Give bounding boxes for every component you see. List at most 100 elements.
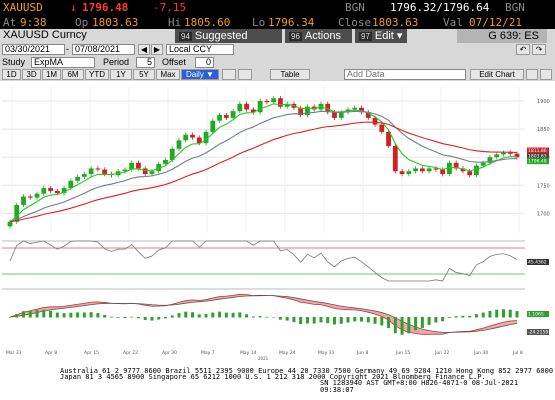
graph-function-label: G 639: ES Graph — [457, 29, 547, 56]
ema-fast-line — [9, 103, 518, 223]
x-tick-label: Apr 30 — [162, 350, 177, 356]
undo-icon[interactable]: ↶ — [516, 44, 530, 55]
candle-body — [392, 145, 398, 172]
candle-body — [278, 98, 283, 107]
period-3d-button[interactable]: 3D — [22, 69, 41, 80]
frequency-select[interactable]: Daily ▼ — [181, 69, 219, 80]
indicator2-label: 1.1065 — [528, 312, 544, 318]
period-1m-button[interactable]: 1M — [42, 69, 61, 80]
chart-style-icon[interactable] — [238, 69, 252, 80]
candle-body — [487, 157, 493, 163]
add-data-input[interactable]: Add Data — [344, 69, 466, 80]
edit-menu[interactable]: 97 Edit ▾ — [355, 29, 407, 43]
end-date-input[interactable]: 07/08/2021 — [72, 44, 135, 55]
macd-histogram-bar — [353, 317, 357, 322]
macd-histogram-bar — [305, 317, 309, 324]
macd-histogram-bar — [157, 317, 161, 320]
macd-histogram-bar — [197, 314, 201, 318]
candle-body — [149, 171, 155, 175]
candle-body — [176, 140, 182, 149]
macd-histogram-bar — [69, 312, 73, 318]
macd-line — [9, 293, 518, 335]
candle-body — [433, 168, 439, 170]
macd-histogram-bar — [231, 312, 235, 318]
ema-mid-line — [9, 110, 518, 223]
price-change: -7.15 — [153, 1, 187, 14]
price-chart[interactable]: 190018501800175017001811.861803.631796.4… — [0, 81, 555, 362]
macd-histogram-bar — [332, 317, 336, 325]
offset-input[interactable]: 0 — [195, 57, 214, 68]
period-max-button[interactable]: Max — [156, 69, 180, 80]
x-tick-label: Jun 30 — [473, 350, 488, 356]
candle-body — [352, 107, 358, 110]
macd-histogram-bar — [414, 317, 418, 331]
candle-body — [305, 106, 310, 116]
open-label: Op — [75, 16, 89, 29]
study-select[interactable]: ExpMA — [31, 57, 95, 68]
candle-body — [406, 171, 412, 175]
macd-histogram-bar — [474, 314, 478, 318]
macd-histogram-bar — [380, 317, 384, 326]
chart-options-icon[interactable] — [540, 69, 552, 80]
macd-histogram-bar — [326, 317, 330, 324]
period-5y-button[interactable]: 5Y — [133, 69, 155, 80]
x-tick-label: Mar 31 — [6, 350, 22, 356]
indicator-label-box — [527, 259, 549, 265]
macd-histogram-bar — [49, 310, 53, 318]
price-label-box — [527, 158, 549, 165]
period-input[interactable]: 5 — [136, 57, 155, 68]
next-period-button[interactable]: ▶ — [151, 44, 163, 55]
macd-histogram-bar — [265, 316, 269, 318]
macd-histogram-bar — [373, 317, 377, 324]
macd-histogram-bar — [130, 316, 134, 318]
candle-body — [453, 162, 459, 169]
footer-line-3: SN 1283940 AST GMT+8:00 H826-4071-0 08-J… — [320, 379, 519, 394]
x-tick-label: May 7 — [201, 350, 215, 356]
macd-fill — [10, 294, 517, 335]
x-tick-label: Apr 15 — [84, 350, 99, 356]
period-6m-button[interactable]: 6M — [62, 69, 84, 80]
macd-histogram-bar — [163, 317, 167, 319]
macd-histogram-bar — [136, 317, 140, 319]
prev-period-button[interactable]: ◀ — [138, 44, 150, 55]
table-button[interactable]: Table — [270, 69, 310, 80]
candle-body — [163, 160, 168, 164]
macd-histogram-bar — [218, 311, 222, 318]
macd-histogram-bar — [481, 312, 485, 318]
macd-histogram-bar — [123, 317, 127, 319]
macd-histogram-bar — [508, 309, 512, 318]
macd-histogram-bar — [89, 312, 93, 318]
candle-body — [460, 168, 466, 172]
x-tick-label: May 31 — [318, 350, 335, 356]
macd-histogram-bar — [28, 310, 32, 318]
macd-histogram-bar — [312, 317, 316, 324]
chart-settings-icon[interactable] — [526, 69, 538, 80]
candle-body — [41, 188, 47, 194]
currency-select[interactable]: Local CCY — [166, 44, 234, 55]
start-date-input[interactable]: 03/30/2021 — [2, 44, 65, 55]
candle-body — [284, 103, 290, 107]
candle-body — [95, 168, 101, 170]
period-1d-button[interactable]: 1D — [2, 69, 21, 80]
candle-body — [467, 171, 473, 176]
candle-body — [501, 152, 506, 155]
macd-histogram-bar — [170, 315, 174, 318]
period-ytd-button[interactable]: YTD — [85, 69, 109, 80]
ticker: XAUUSD — [3, 1, 43, 14]
macd-histogram-bar — [454, 316, 458, 318]
macd-histogram-bar — [76, 312, 80, 318]
macd-histogram-bar — [150, 317, 154, 321]
macd-histogram-bar — [427, 317, 431, 325]
macd-histogram-bar — [299, 317, 303, 325]
redo-icon[interactable]: ↷ — [532, 44, 546, 55]
candle-body — [257, 101, 263, 113]
edit-chart-button[interactable]: Edit Chart — [470, 69, 524, 80]
chart-type-icon[interactable] — [222, 69, 236, 80]
candle-body — [61, 188, 67, 194]
macd-histogram-bar — [42, 309, 46, 318]
candle-body — [325, 103, 331, 113]
chart-area[interactable]: 190018501800175017001811.861803.631796.4… — [0, 81, 555, 400]
period-1y-button[interactable]: 1Y — [110, 69, 132, 80]
